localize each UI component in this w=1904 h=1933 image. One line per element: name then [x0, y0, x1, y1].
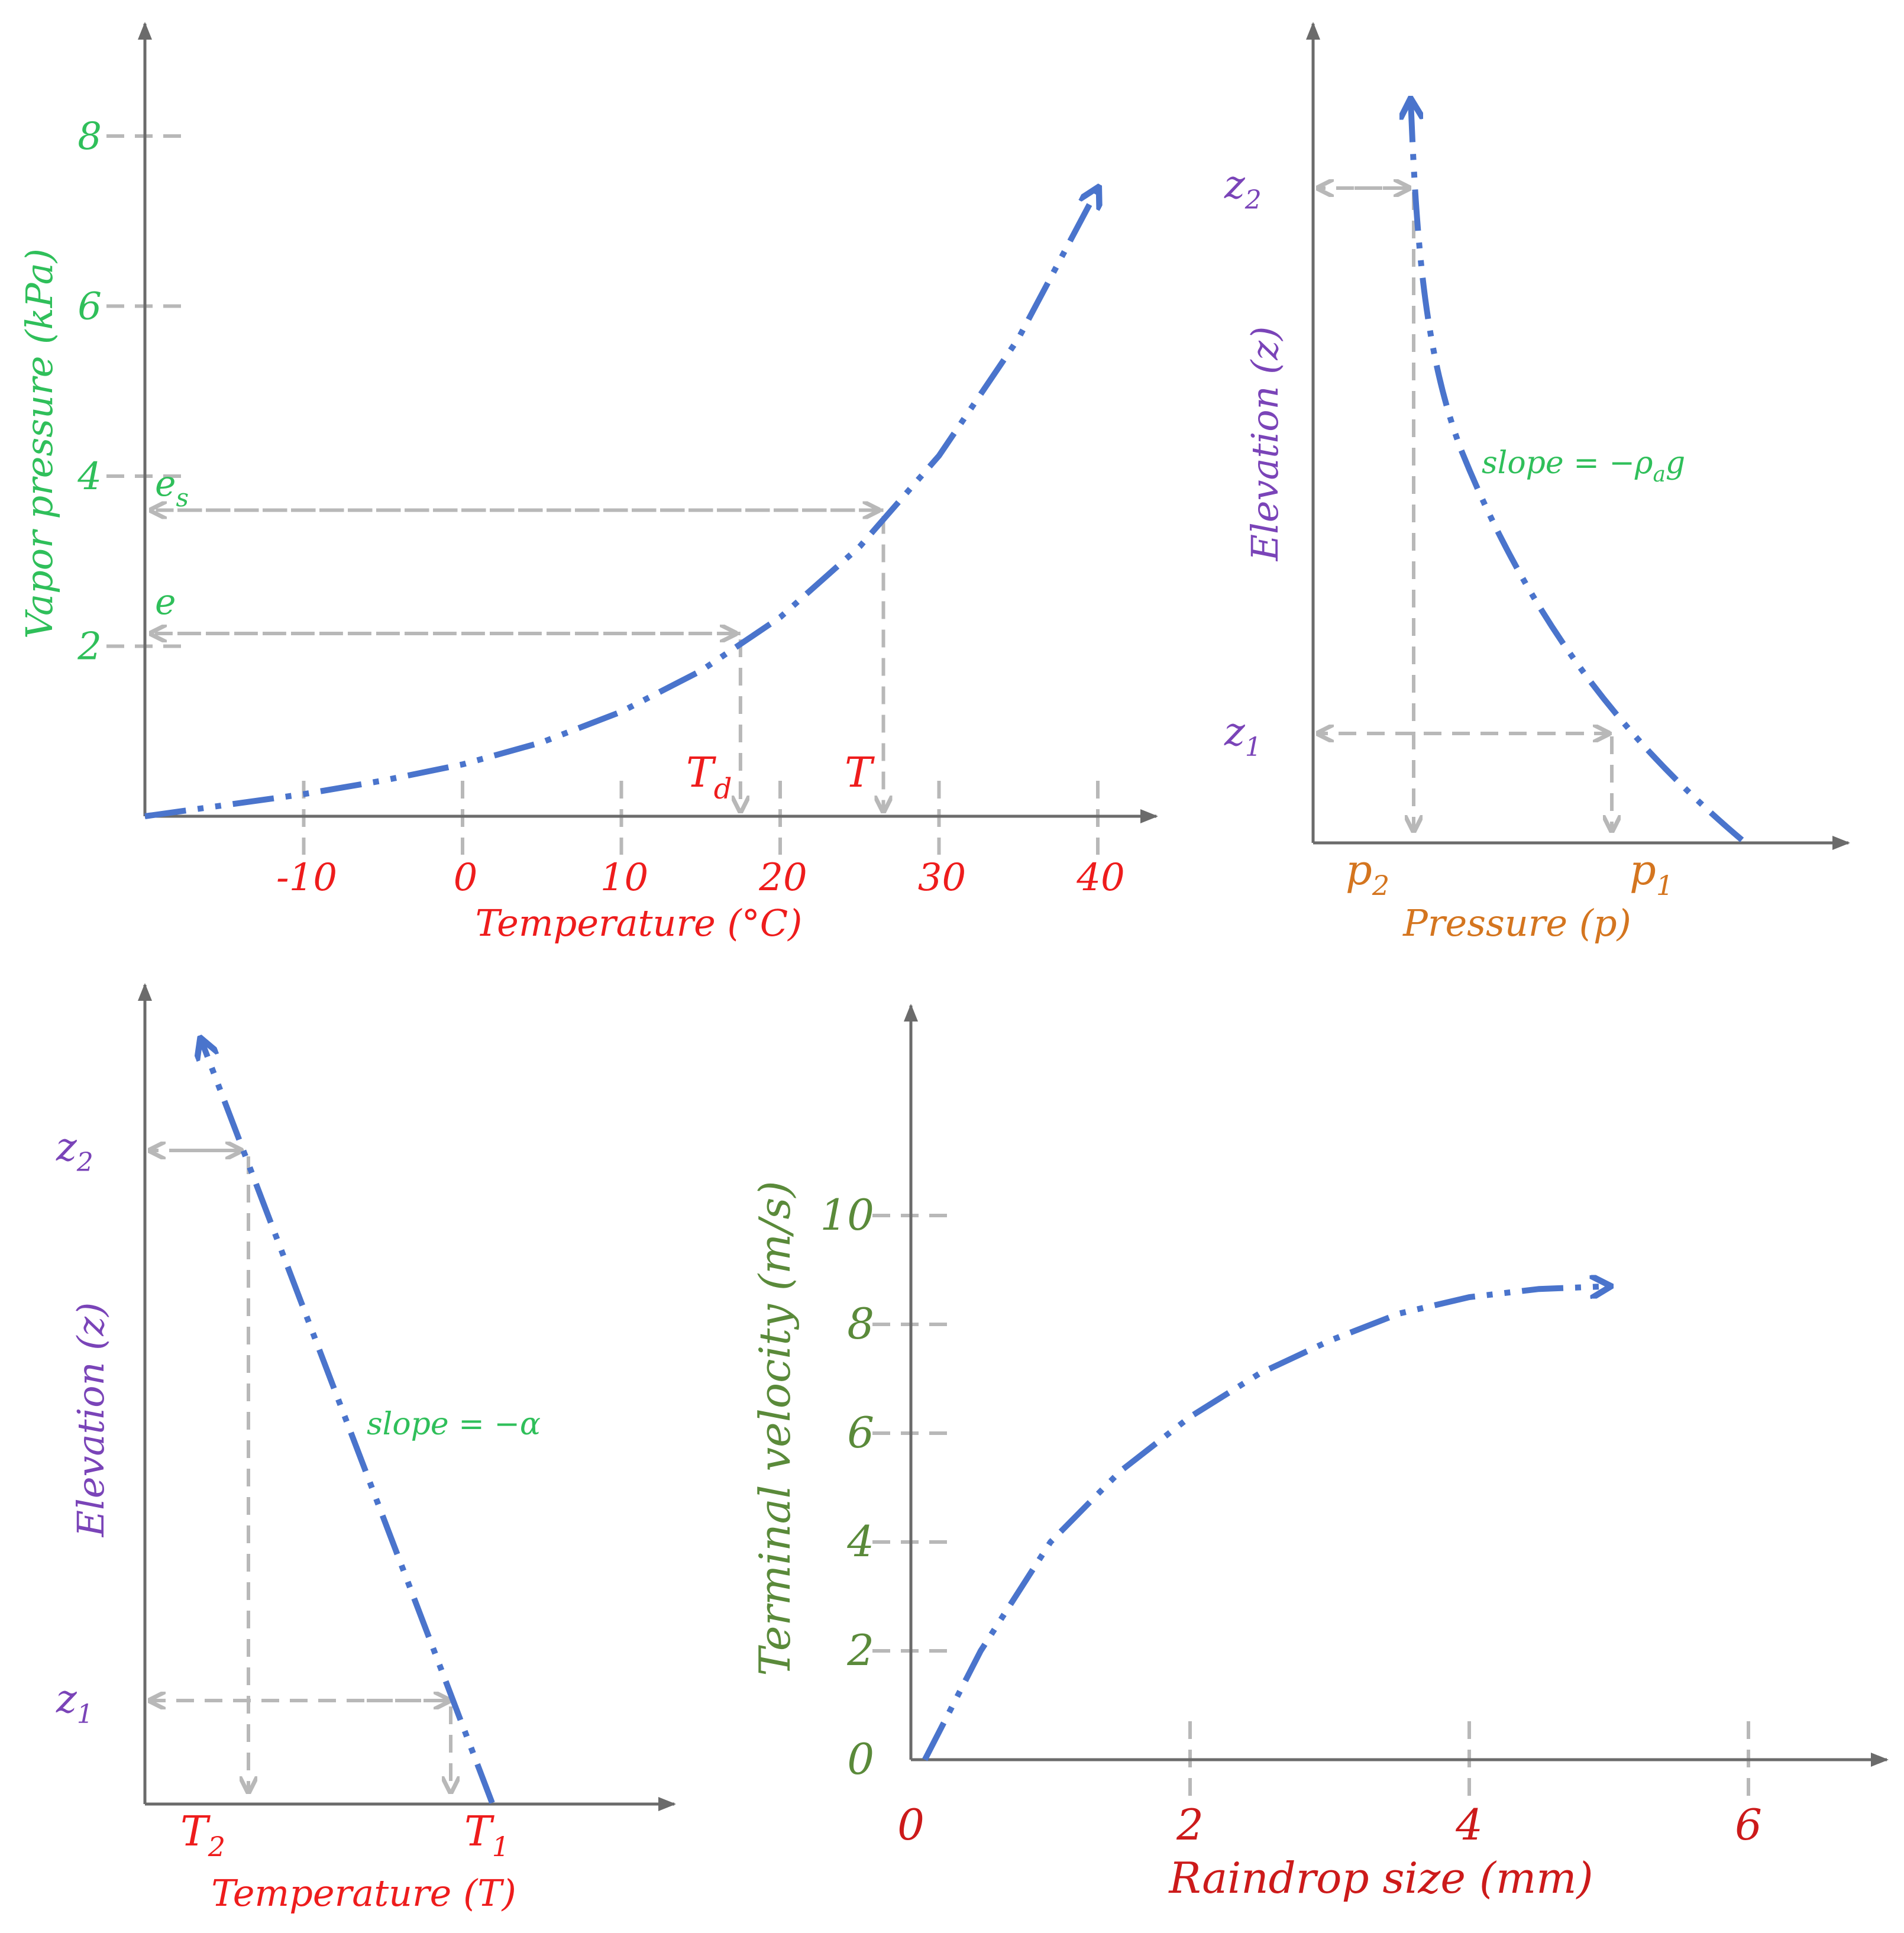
y-tick-label: 4: [846, 1517, 874, 1566]
t-label: T: [845, 748, 875, 797]
pressure-elevation-chart: slope = −ρag z2 z1 p2 p1 Pressure (p) El…: [1224, 22, 1850, 945]
z2-tick: z2: [56, 1124, 93, 1178]
y-tick-label: 8: [847, 1299, 874, 1349]
temperature-elevation-chart: slope = −α z2 z1 T2 T1 Temperature (T) E…: [56, 983, 676, 1915]
vapor-pressure-guides: [106, 134, 1100, 855]
y-tick-label: 6: [77, 285, 102, 329]
vapor-pressure-chart: 2 4 6 8 -10 0 10 20 30 40 es e Td T Temperature (…: [18, 22, 1158, 945]
p1-tick: p1: [1630, 846, 1673, 901]
y-axis-label: Elevation (z): [1243, 327, 1286, 562]
e-label: e: [155, 581, 176, 623]
y-tick-label: 2: [846, 1625, 874, 1675]
lapse-rate-line: [201, 1040, 495, 1804]
y-tick-label: 4: [77, 455, 102, 499]
td-label: Td: [686, 748, 732, 806]
y-tick-label: 6: [847, 1408, 874, 1457]
x-axis-label: Temperature (°C): [476, 901, 803, 945]
x-tick-label: 0: [897, 1800, 924, 1850]
x-axis-label: Temperature (T): [211, 1871, 516, 1915]
x-tick-label: -10: [276, 856, 337, 900]
y-tick-label: 2: [77, 625, 102, 669]
p2-tick: p2: [1346, 846, 1389, 901]
terminal-velocity-tick-labels: 0 2 4 6 8 10 0 2 4 6: [820, 1190, 1762, 1850]
x-tick-label: 2: [1176, 1800, 1204, 1850]
y-axis-label: Elevation (z): [69, 1302, 112, 1538]
slope-annotation: slope = −ρag: [1482, 445, 1685, 487]
t1-tick: T1: [464, 1807, 509, 1863]
x-tick-label: 4: [1455, 1800, 1483, 1850]
z1-tick: z1: [56, 1676, 93, 1730]
z1-tick: z1: [1224, 709, 1262, 762]
vapor-pressure-curve: [144, 189, 1098, 819]
y-tick-label: 8: [77, 115, 102, 159]
x-tick-label: 20: [758, 856, 807, 900]
y-axis-label: Vapor pressure (kPa): [18, 248, 61, 639]
x-tick-label: 6: [1735, 1800, 1762, 1850]
terminal-velocity-guides: [872, 1214, 1750, 1798]
x-axis-label: Raindrop size (mm): [1168, 1853, 1593, 1903]
y-tick-label: 10: [820, 1190, 874, 1240]
pressure-curve: [1411, 101, 1744, 842]
pressure-guides: [1318, 188, 1612, 831]
x-tick-label: 10: [600, 856, 648, 900]
terminal-velocity-chart: 0 2 4 6 8 10 0 2 4 6 Raindrop size (mm) Terminal …: [750, 1004, 1889, 1903]
x-tick-label: 30: [918, 856, 966, 900]
x-axis-label: Pressure (p): [1402, 901, 1631, 945]
es-label: es: [155, 463, 189, 512]
temperature-guides: [150, 1150, 451, 1792]
y-tick-label: 0: [847, 1734, 874, 1784]
terminal-velocity-curve: [922, 1286, 1609, 1761]
x-tick-label: 40: [1076, 856, 1124, 900]
x-tick-label: 0: [454, 856, 478, 900]
z2-tick: z2: [1224, 162, 1262, 215]
t2-tick: T2: [180, 1807, 225, 1863]
slope-annotation: slope = −α: [367, 1407, 541, 1442]
y-axis-label: Terminal velocity (m/s): [750, 1181, 800, 1676]
vapor-pressure-tick-labels: 2 4 6 8 -10 0 10 20 30 40: [77, 115, 1124, 900]
